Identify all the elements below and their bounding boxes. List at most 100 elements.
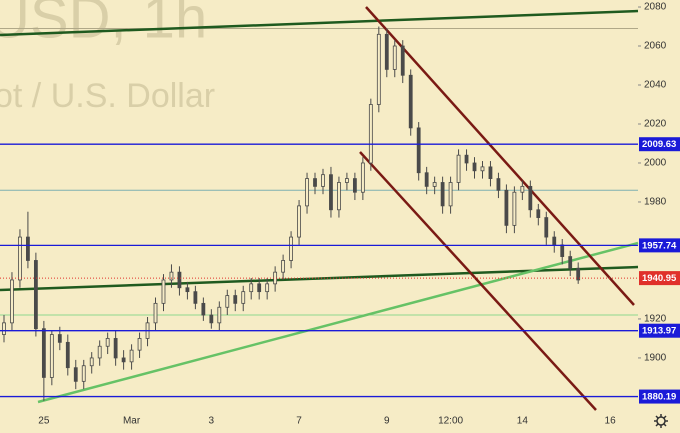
candle-body — [472, 162, 477, 172]
candle-body — [233, 295, 238, 304]
trend-line — [0, 9, 639, 37]
candle-body — [576, 267, 581, 281]
candle-body — [456, 154, 461, 183]
candle-body — [568, 256, 573, 269]
y-tick-label: 1900 — [644, 353, 667, 364]
x-tick-label: 14 — [517, 416, 529, 427]
candle-body — [137, 338, 142, 351]
candle-body — [440, 182, 445, 207]
candle-body — [185, 287, 190, 293]
candle-body — [73, 367, 78, 382]
candle-body — [57, 334, 62, 343]
channel-line — [365, 6, 635, 306]
x-tick-label: 9 — [384, 416, 390, 427]
candle-body — [10, 279, 14, 324]
x-tick-label: 25 — [38, 416, 50, 427]
y-tick-label: 1980 — [644, 197, 667, 208]
candle-body — [177, 271, 182, 289]
x-tick-label: 16 — [605, 416, 617, 427]
candle-body — [49, 334, 54, 378]
candle-body — [337, 182, 341, 211]
trend-line — [37, 241, 639, 404]
level-label-box — [639, 137, 680, 152]
candle-body — [169, 271, 174, 281]
candle-body — [153, 302, 158, 324]
candle-body — [360, 162, 365, 193]
candle-body — [496, 178, 501, 191]
candle-body — [257, 283, 262, 293]
y-tick-label: 2020 — [644, 119, 667, 130]
candle-body — [448, 182, 453, 207]
candle-body — [241, 291, 246, 304]
channel-line — [359, 151, 597, 411]
candle-body — [18, 236, 22, 281]
level-label-box — [639, 238, 680, 253]
watermark: USD, 1h — [0, 0, 207, 50]
settings-icon[interactable] — [654, 414, 668, 428]
candle-body — [432, 182, 437, 187]
candle-body — [225, 295, 230, 308]
candle-body — [528, 185, 533, 211]
candle-body — [408, 74, 413, 129]
y-tick-label: 2060 — [644, 41, 667, 52]
candle-body — [464, 154, 469, 164]
candle-body — [281, 260, 286, 273]
candle-body — [81, 365, 86, 382]
x-tick-label: 3 — [209, 416, 215, 427]
y-tick-label: 2000 — [644, 158, 667, 169]
candle-body — [400, 45, 405, 76]
candle-body — [544, 217, 549, 238]
level-label: 2009.63 — [642, 139, 676, 150]
candle-body — [384, 33, 389, 70]
x-tick-label: Mar — [123, 416, 141, 427]
candle-body — [305, 178, 309, 207]
candle-body — [105, 338, 110, 347]
candle-body — [416, 127, 421, 174]
level-label: 1913.97 — [642, 326, 676, 337]
candle-body — [201, 302, 206, 316]
candle-body — [41, 328, 46, 378]
candle-body — [289, 236, 293, 261]
guides — [0, 27, 638, 316]
last-price-box — [639, 271, 680, 286]
candle-body — [265, 283, 270, 293]
candle-body — [321, 174, 325, 187]
x-tick-label: 12:00 — [438, 416, 463, 427]
candle-body — [33, 260, 38, 330]
candle-body — [217, 306, 222, 324]
candle-body — [249, 283, 254, 293]
level-label-box — [639, 323, 680, 338]
candle-body — [2, 322, 6, 335]
candle-body — [352, 178, 357, 193]
y-tick-label: 1920 — [644, 314, 667, 325]
watermark-subtitle: ot / U.S. Dollar — [0, 77, 215, 115]
y-tick-label: 2040 — [644, 80, 667, 91]
candle-body — [552, 236, 557, 246]
candle-body — [129, 349, 134, 363]
candle-body — [65, 341, 70, 369]
candle-body — [345, 178, 349, 183]
candle-body — [97, 345, 102, 359]
candle-body — [161, 279, 166, 304]
candle-body — [121, 357, 126, 363]
candle-body — [313, 178, 317, 187]
level-label: 1957.74 — [642, 240, 677, 251]
candle-body — [512, 191, 517, 226]
candle-body — [26, 236, 30, 261]
candle-body — [209, 314, 214, 324]
candle-body — [392, 45, 397, 70]
candle-body — [560, 244, 565, 257]
level-label: 1880.19 — [642, 392, 676, 403]
candle-body — [488, 166, 493, 179]
candle-body — [376, 33, 381, 105]
candle-body — [193, 291, 198, 304]
candle-body — [480, 166, 485, 172]
candle-body — [368, 104, 373, 164]
candle-body — [113, 338, 118, 359]
candle-body — [89, 357, 94, 367]
candle-body — [297, 205, 301, 238]
y-tick-label: 2080 — [644, 2, 667, 13]
last-price-label: 1940.95 — [642, 273, 677, 284]
level-label-box — [639, 389, 680, 404]
